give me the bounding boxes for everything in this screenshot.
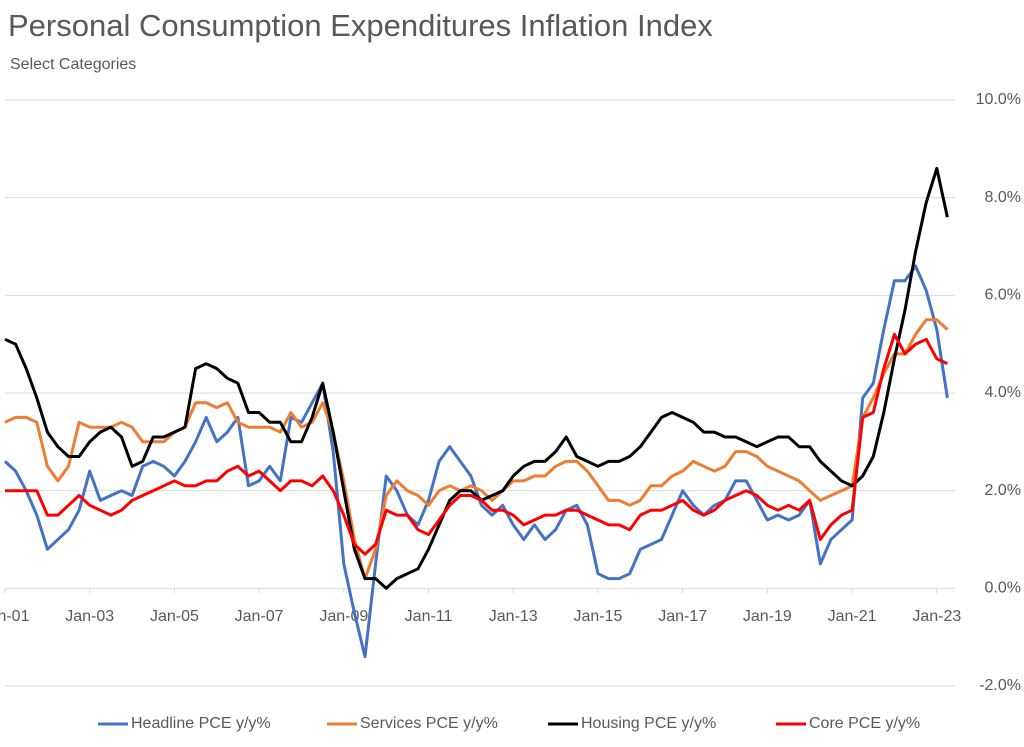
y-tick-label: 10.0% <box>976 91 1021 108</box>
y-tick-label: -2.0% <box>979 677 1021 694</box>
y-tick-label: 0.0% <box>985 580 1021 597</box>
y-tick-label: 6.0% <box>985 287 1021 304</box>
chart-title: Personal Consumption Expenditures Inflat… <box>8 8 713 43</box>
legend-label: Services PCE y/y% <box>360 715 498 732</box>
x-tick-label: Jan-05 <box>150 608 199 625</box>
x-tick-label: Jan-17 <box>658 608 707 625</box>
x-tick-label: Jan-21 <box>828 608 877 625</box>
x-tick-label: Jan-11 <box>405 608 453 625</box>
x-tick-label: Jan-13 <box>489 608 538 625</box>
x-tick-label: Jan-19 <box>743 608 792 625</box>
x-tick-label: Jan-01 <box>0 608 30 625</box>
chart-subtitle: Select Categories <box>10 56 136 73</box>
legend-label: Core PCE y/y% <box>809 715 920 732</box>
series-line <box>5 332 949 556</box>
y-tick-label: 4.0% <box>985 384 1021 401</box>
series-line <box>3 264 949 659</box>
series-line <box>4 318 949 581</box>
legend-label: Housing PCE y/y% <box>581 715 716 732</box>
x-tick-label: Jan-23 <box>912 608 961 625</box>
y-tick-label: 8.0% <box>985 189 1021 206</box>
x-tick-label: Jan-03 <box>65 608 114 625</box>
x-tick-label: Jan-15 <box>573 608 622 625</box>
series-line <box>4 166 949 590</box>
y-tick-label: 2.0% <box>985 482 1021 499</box>
x-tick-label: Jan-07 <box>235 608 284 625</box>
legend-label: Headline PCE y/y% <box>131 715 271 732</box>
x-tick-label: Jan-09 <box>319 608 368 625</box>
